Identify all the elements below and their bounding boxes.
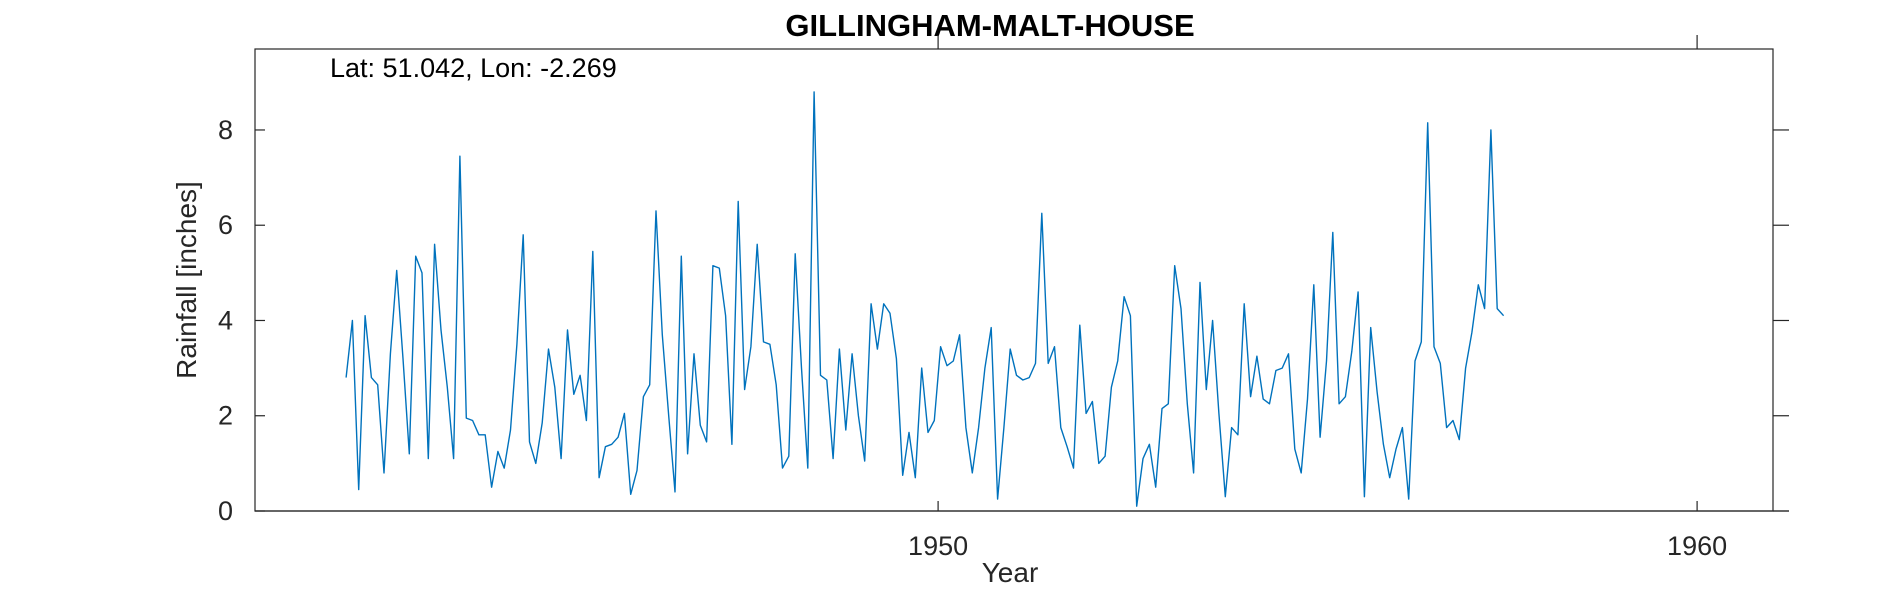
y-tick-label: 6	[218, 210, 233, 240]
x-tick-label: 1960	[1667, 531, 1727, 561]
x-tick-label: 1950	[908, 531, 968, 561]
chart-title: GILLINGHAM-MALT-HOUSE	[785, 8, 1194, 43]
x-axis-ticks: 1950 1960	[908, 35, 1727, 561]
y-axis-label: Rainfall [inches]	[171, 181, 202, 379]
plot-box	[254, 48, 1774, 512]
y-tick-label: 2	[218, 401, 233, 431]
rainfall-series-line	[345, 91, 1505, 507]
y-tick-label: 8	[218, 115, 233, 145]
y-axis-ticks: 0 2 4 6 8	[218, 115, 1789, 526]
y-tick-label: 0	[218, 496, 233, 526]
series-group	[345, 91, 1505, 507]
y-tick-label: 4	[218, 305, 233, 335]
location-annotation: Lat: 51.042, Lon: -2.269	[330, 53, 617, 83]
plot-axes	[254, 48, 1789, 512]
x-axis-label: Year	[982, 557, 1039, 588]
